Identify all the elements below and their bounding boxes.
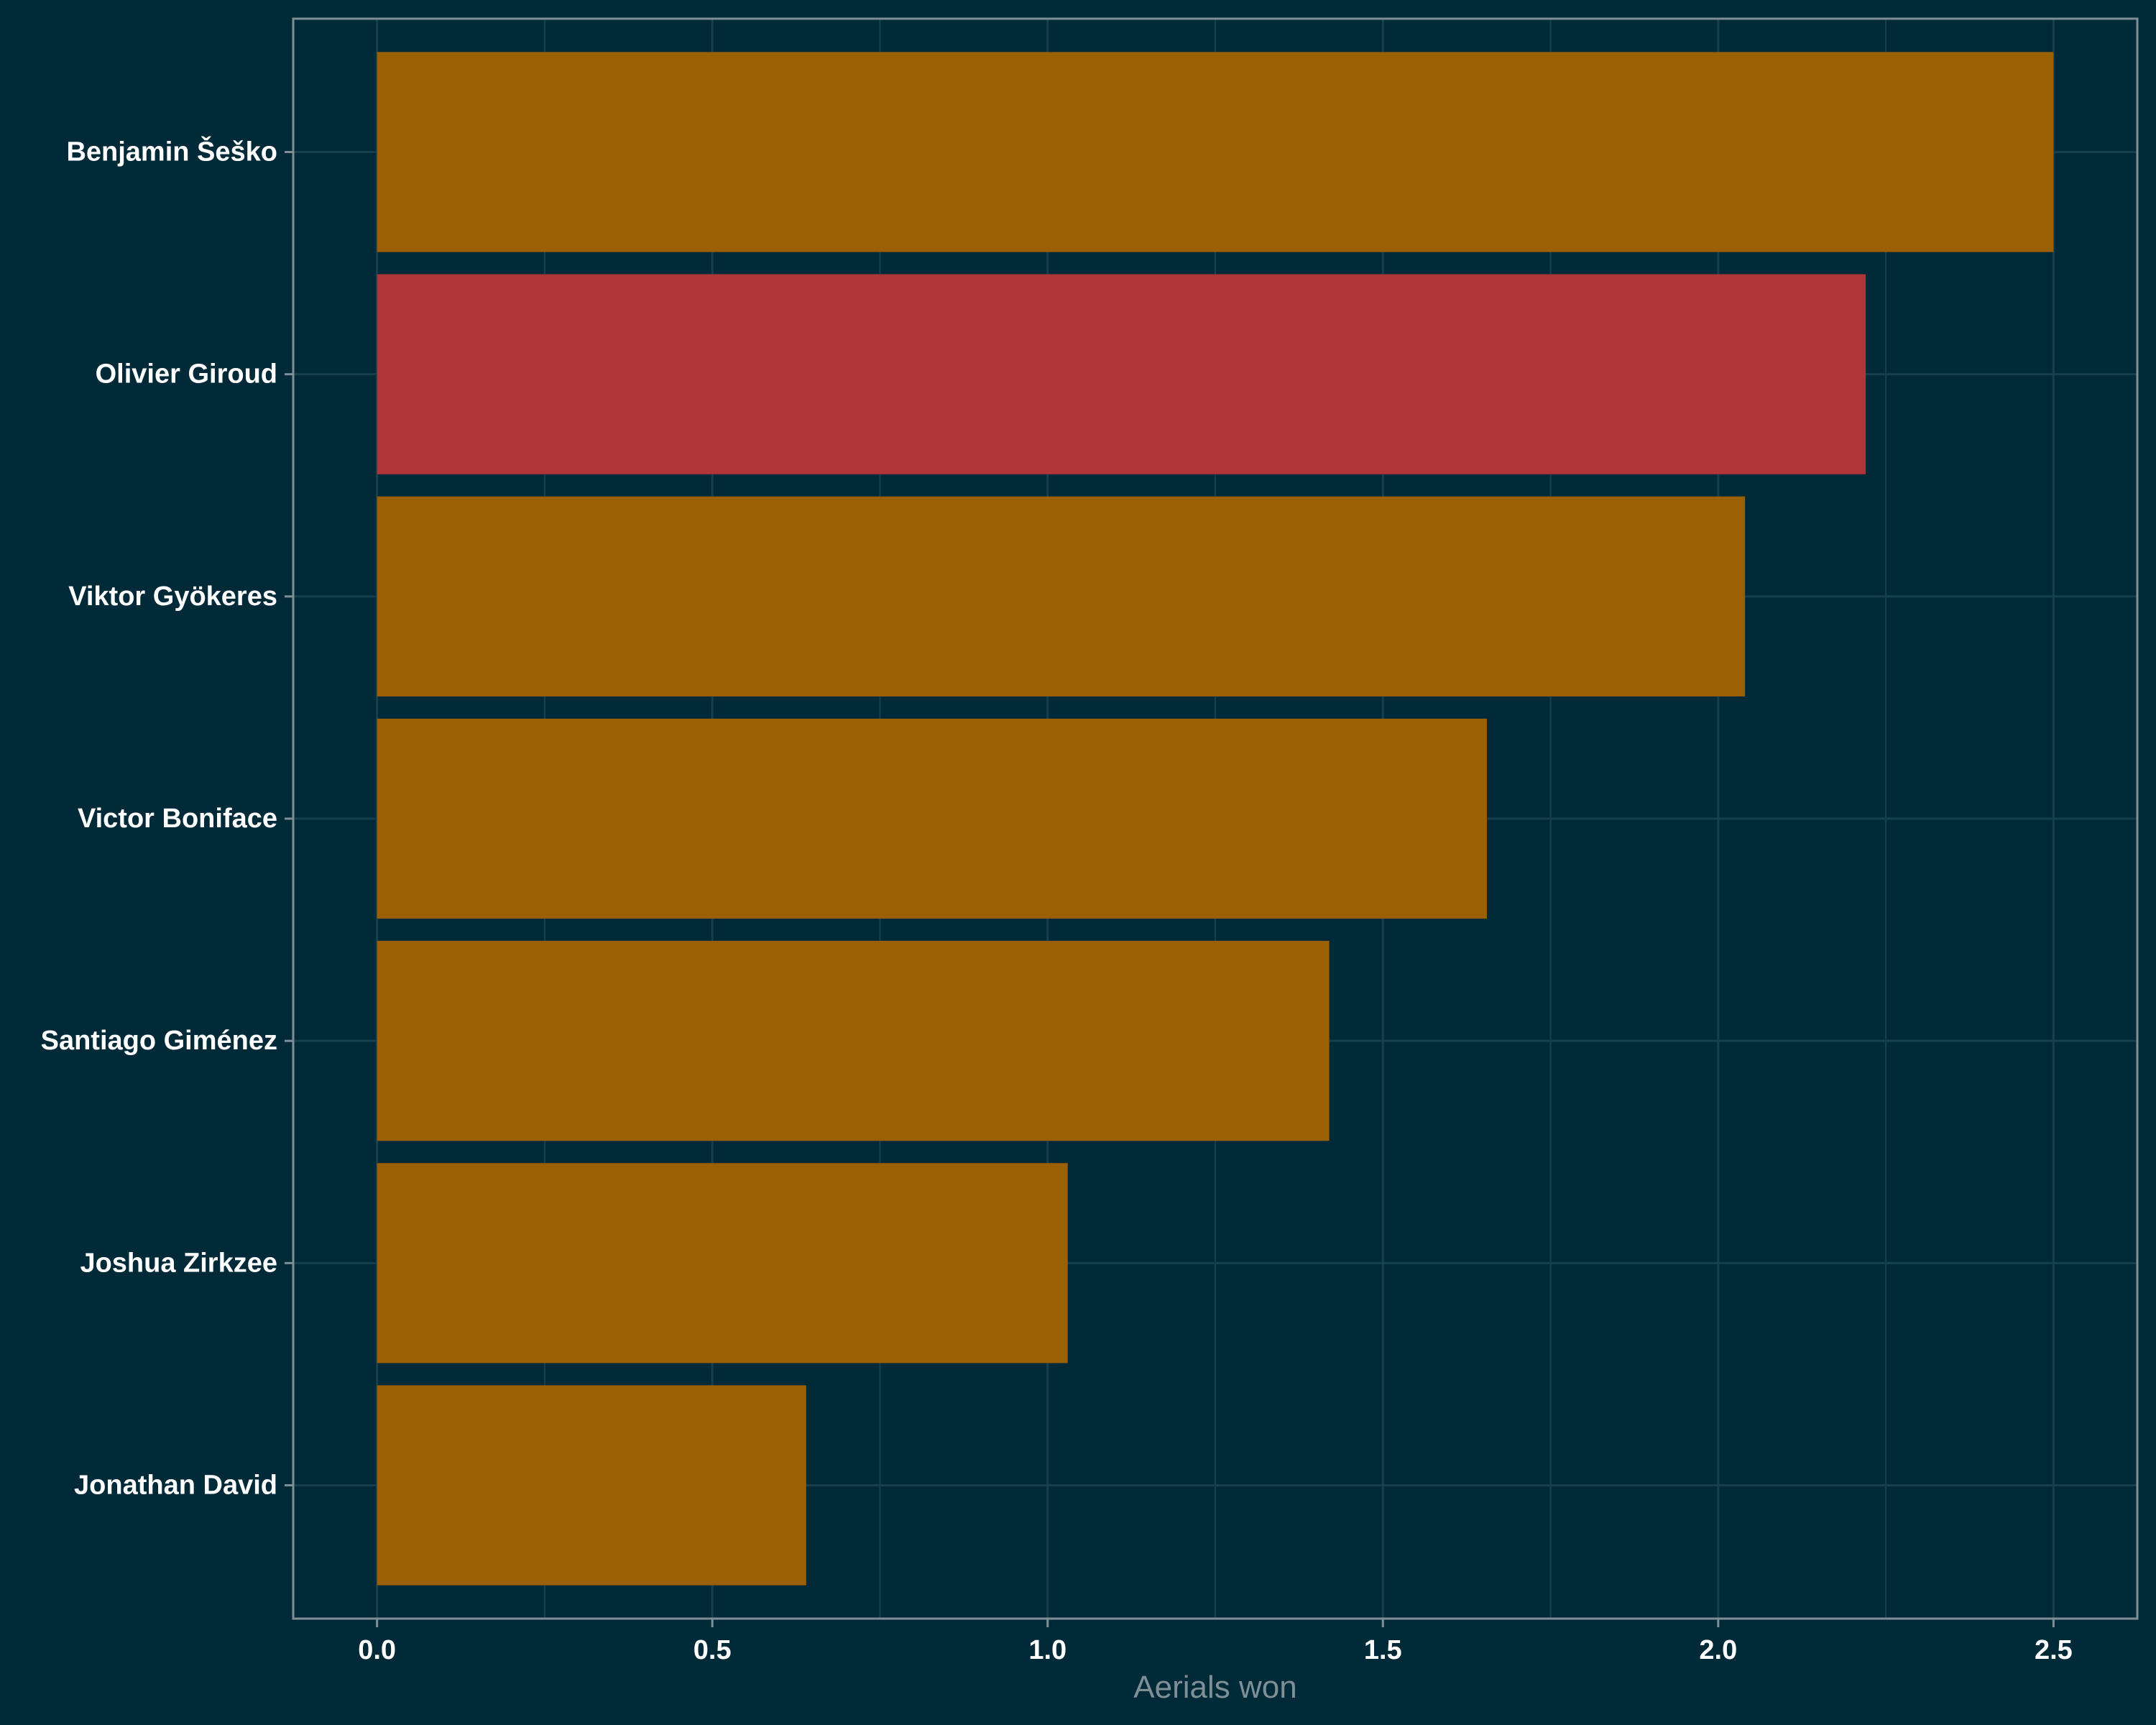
x-tick-label: 2.0 <box>1699 1635 1737 1665</box>
y-tick-label: Olivier Giroud <box>96 359 277 390</box>
y-tick-label: Viktor Gyökeres <box>68 581 277 612</box>
y-tick-label: Victor Boniface <box>78 804 277 834</box>
x-tick-label: 0.5 <box>694 1635 732 1665</box>
bar <box>377 1385 806 1586</box>
y-tick-label: Santiago Giménez <box>41 1026 277 1056</box>
x-tick-label: 2.5 <box>2035 1635 2073 1665</box>
bar <box>377 52 2054 252</box>
bar <box>377 718 1487 919</box>
bars <box>377 52 2054 1586</box>
x-tick-label: 1.0 <box>1028 1635 1067 1665</box>
bar <box>377 496 1746 696</box>
bar <box>377 941 1330 1141</box>
y-tick-label: Jonathan David <box>74 1471 277 1501</box>
bar <box>377 274 1866 474</box>
bar <box>377 1163 1068 1363</box>
y-tick-label: Joshua Zirkzee <box>80 1248 277 1278</box>
y-tick-label: Benjamin Šeško <box>66 135 277 167</box>
x-axis-ticks: 0.0 0.5 1.0 1.5 2.0 2.5 <box>358 1619 2073 1665</box>
x-tick-label: 0.0 <box>358 1635 396 1665</box>
y-axis-ticks: Benjamin Šeško Olivier Giroud Viktor Gyöke… <box>41 135 293 1501</box>
x-tick-label: 1.5 <box>1364 1635 1402 1665</box>
x-axis-title: Aerials won <box>1133 1670 1296 1705</box>
